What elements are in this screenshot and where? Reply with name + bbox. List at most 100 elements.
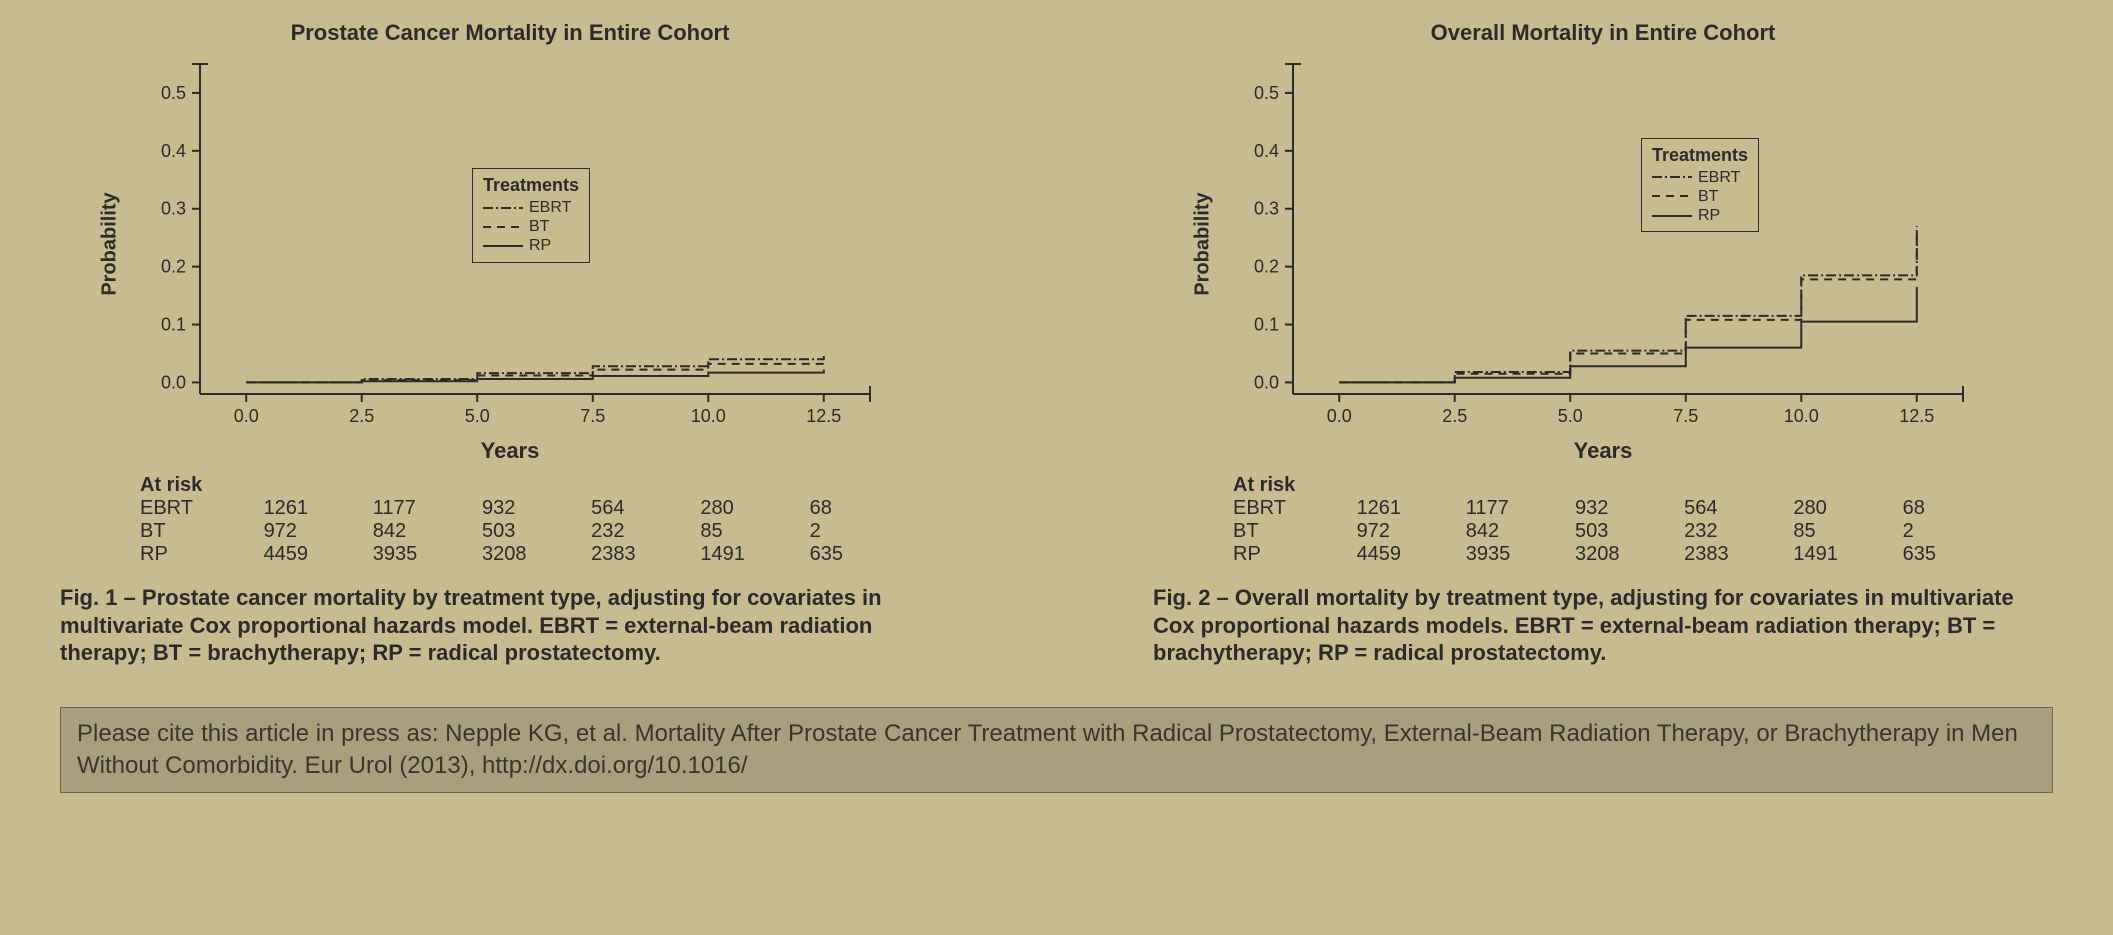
table-row: RP44593935320823831491635 (130, 543, 890, 566)
risk-cell: 972 (1347, 520, 1456, 543)
risk-cell: 3208 (1565, 543, 1674, 566)
chart-left-plot: Probability 0.00.10.20.30.40.50.02.55.07… (130, 54, 890, 434)
chart-left-caption: Fig. 1 – Prostate cancer mortality by tr… (60, 584, 960, 667)
risk-cell: 842 (363, 520, 472, 543)
legend-item: EBRT (483, 198, 579, 217)
risk-cell: 4459 (254, 543, 363, 566)
risk-cell: 232 (581, 520, 690, 543)
risk-cell: 2 (800, 520, 890, 543)
legend-label: EBRT (1698, 168, 1740, 187)
risk-cell: 564 (1674, 497, 1783, 520)
svg-text:0.1: 0.1 (1254, 315, 1279, 335)
risk-cell: 232 (1674, 520, 1783, 543)
svg-text:12.5: 12.5 (806, 406, 841, 426)
svg-text:5.0: 5.0 (465, 406, 490, 426)
row-label: RP (1223, 543, 1347, 566)
legend-item: RP (1652, 206, 1748, 225)
legend-label: BT (529, 217, 549, 236)
risk-cell: 1261 (1347, 497, 1456, 520)
svg-text:2.5: 2.5 (1442, 406, 1467, 426)
risk-cell: 1177 (363, 497, 472, 520)
risk-cell: 932 (1565, 497, 1674, 520)
xlabel: Years (481, 438, 540, 464)
chart-left-legend: Treatments EBRTBTRP (472, 168, 590, 263)
svg-text:0.4: 0.4 (1254, 141, 1279, 161)
risk-cell: 2 (1893, 520, 1983, 543)
risk-header: At risk (1223, 474, 1983, 497)
chart-left-risk-table: At riskEBRT1261117793256428068BT97284250… (130, 474, 890, 566)
chart-right-title: Overall Mortality in Entire Cohort (1431, 20, 1776, 46)
legend-label: RP (529, 236, 551, 255)
caption-body: Prostate cancer mortality by treatment t… (60, 585, 882, 665)
chart-right-risk-table: At riskEBRT1261117793256428068BT97284250… (1223, 474, 1983, 566)
svg-text:10.0: 10.0 (1784, 406, 1819, 426)
risk-cell: 635 (1893, 543, 1983, 566)
risk-cell: 280 (690, 497, 799, 520)
risk-cell: 3935 (363, 543, 472, 566)
chart-left-title: Prostate Cancer Mortality in Entire Coho… (291, 20, 730, 46)
table-row: BT972842503232852 (1223, 520, 1983, 543)
svg-text:0.5: 0.5 (161, 83, 186, 103)
legend-title: Treatments (483, 175, 579, 196)
chart-right-svg: 0.00.10.20.30.40.50.02.55.07.510.012.5 (1223, 54, 1983, 434)
legend-item: RP (483, 236, 579, 255)
risk-cell: 635 (800, 543, 890, 566)
svg-text:5.0: 5.0 (1558, 406, 1583, 426)
svg-text:0.4: 0.4 (161, 141, 186, 161)
risk-cell: 842 (1456, 520, 1565, 543)
svg-text:0.0: 0.0 (1327, 406, 1352, 426)
legend-title: Treatments (1652, 145, 1748, 166)
svg-text:12.5: 12.5 (1899, 406, 1934, 426)
legend-label: EBRT (529, 198, 571, 217)
legend-item: BT (1652, 187, 1748, 206)
xlabel: Years (1574, 438, 1633, 464)
citation-bar: Please cite this article in press as: Ne… (60, 707, 2053, 794)
risk-header: At risk (130, 474, 890, 497)
chart-left: Prostate Cancer Mortality in Entire Coho… (60, 20, 960, 667)
charts-row: Prostate Cancer Mortality in Entire Coho… (60, 20, 2053, 667)
risk-cell: 2383 (581, 543, 690, 566)
chart-right: Overall Mortality in Entire Cohort Proba… (1153, 20, 2053, 667)
svg-text:0.0: 0.0 (234, 406, 259, 426)
svg-text:2.5: 2.5 (349, 406, 374, 426)
table-row: RP44593935320823831491635 (1223, 543, 1983, 566)
risk-cell: 1177 (1456, 497, 1565, 520)
svg-text:7.5: 7.5 (580, 406, 605, 426)
risk-cell: 85 (690, 520, 799, 543)
risk-cell: 3935 (1456, 543, 1565, 566)
svg-text:0.1: 0.1 (161, 315, 186, 335)
risk-cell: 503 (1565, 520, 1674, 543)
risk-cell: 4459 (1347, 543, 1456, 566)
risk-cell: 3208 (472, 543, 581, 566)
svg-text:7.5: 7.5 (1673, 406, 1698, 426)
chart-right-caption: Fig. 2 – Overall mortality by treatment … (1153, 584, 2053, 667)
risk-cell: 68 (1893, 497, 1983, 520)
risk-cell: 1491 (1783, 543, 1892, 566)
table-row: BT972842503232852 (130, 520, 890, 543)
legend-item: EBRT (1652, 168, 1748, 187)
svg-text:0.3: 0.3 (1254, 199, 1279, 219)
table-row: EBRT1261117793256428068 (1223, 497, 1983, 520)
row-label: BT (1223, 520, 1347, 543)
ylabel: Probability (1192, 192, 1215, 295)
svg-text:10.0: 10.0 (691, 406, 726, 426)
svg-text:0.2: 0.2 (161, 257, 186, 277)
chart-right-plot: Probability 0.00.10.20.30.40.50.02.55.07… (1223, 54, 1983, 434)
row-label: EBRT (130, 497, 254, 520)
risk-cell: 503 (472, 520, 581, 543)
row-label: BT (130, 520, 254, 543)
table-row: EBRT1261117793256428068 (130, 497, 890, 520)
caption-lead: Fig. 2 – (1153, 585, 1235, 610)
legend-label: RP (1698, 206, 1720, 225)
risk-cell: 972 (254, 520, 363, 543)
risk-cell: 68 (800, 497, 890, 520)
svg-text:0.2: 0.2 (1254, 257, 1279, 277)
caption-lead: Fig. 1 – (60, 585, 142, 610)
page: Prostate Cancer Mortality in Entire Coho… (0, 0, 2113, 793)
risk-cell: 280 (1783, 497, 1892, 520)
legend-label: BT (1698, 187, 1718, 206)
caption-body: Overall mortality by treatment type, adj… (1153, 585, 2014, 665)
svg-text:0.3: 0.3 (161, 199, 186, 219)
svg-text:0.5: 0.5 (1254, 83, 1279, 103)
row-label: RP (130, 543, 254, 566)
